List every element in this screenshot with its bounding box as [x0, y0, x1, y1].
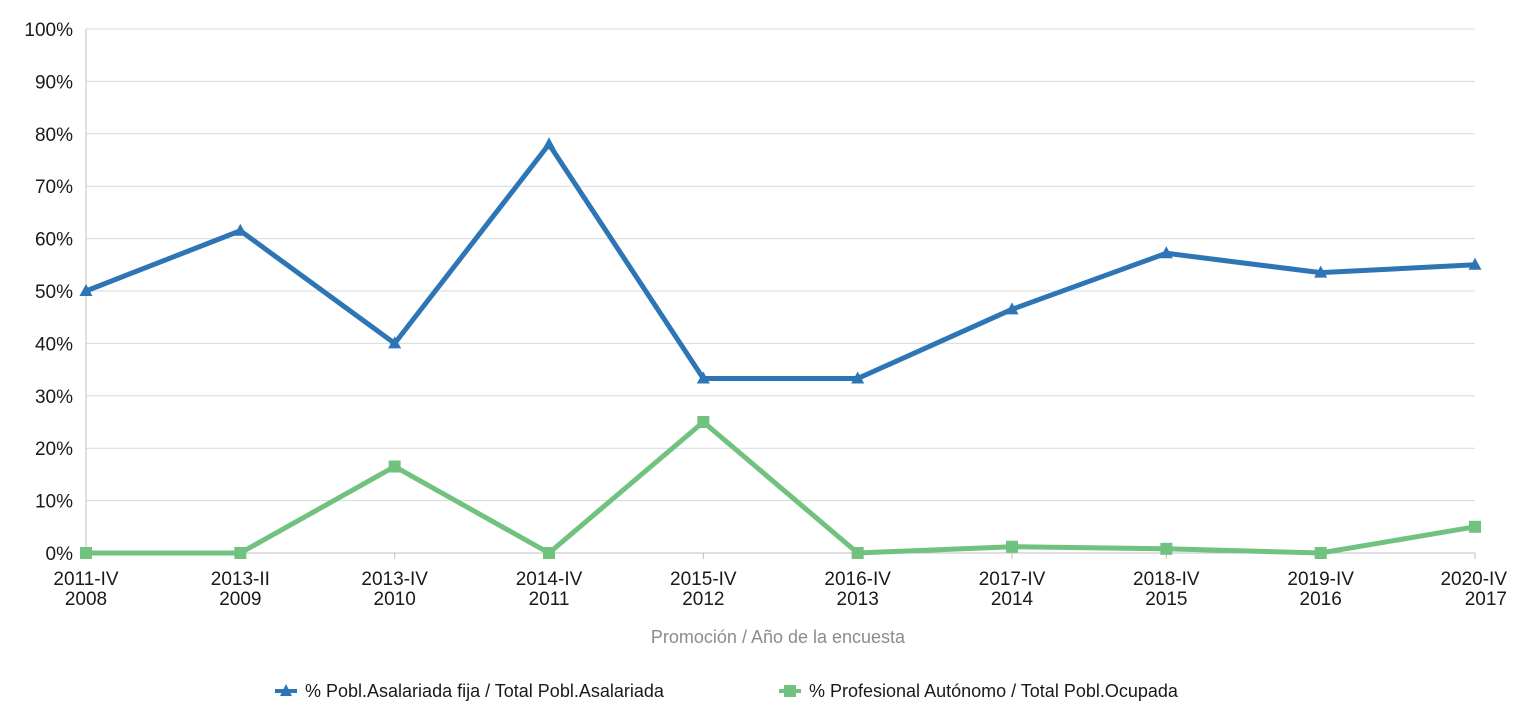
legend: % Pobl.Asalariada fija / Total Pobl.Asal… [275, 681, 1179, 701]
y-tick-label: 60% [35, 230, 73, 251]
x-tick-label: 2011-IV [53, 569, 118, 590]
series-1 [79, 137, 1482, 384]
x-tick-label: 2017-IV [979, 569, 1046, 590]
data-point-square [80, 547, 92, 559]
legend-item-2: % Profesional Autónomo / Total Pobl.Ocup… [779, 681, 1179, 701]
legend-item-1: % Pobl.Asalariada fija / Total Pobl.Asal… [275, 681, 665, 701]
y-tick-label: 50% [35, 282, 73, 303]
axes [85, 29, 1476, 559]
data-point-square [851, 547, 864, 559]
legend-square-icon [784, 685, 796, 697]
x-tick-label: 2013-IV [361, 569, 428, 590]
y-tick-label: 40% [35, 334, 73, 355]
data-point-square [1160, 542, 1173, 555]
y-tick-label: 10% [35, 492, 73, 513]
data-point-triangle [1159, 246, 1173, 259]
y-tick-label: 90% [35, 72, 73, 93]
series-2 [80, 416, 1481, 559]
series [79, 137, 1482, 559]
data-point-triangle [233, 223, 247, 236]
x-tick-label: 2016 [1300, 589, 1342, 610]
series-line [86, 419, 1476, 556]
y-tick-label: 30% [35, 387, 73, 408]
x-tick-label: 2017 [1465, 589, 1507, 610]
data-point-triangle [1314, 265, 1328, 278]
y-tick-label: 0% [46, 544, 74, 565]
data-point-triangle [1005, 302, 1019, 315]
data-point-square [1469, 520, 1481, 533]
data-point-square [1314, 547, 1327, 559]
x-tick-label: 2015 [1145, 589, 1187, 610]
y-tick-label: 100% [24, 20, 73, 41]
data-point-triangle [851, 371, 865, 384]
data-point-triangle [1468, 257, 1482, 270]
y-tick-label: 80% [35, 125, 73, 146]
data-point-triangle [542, 137, 556, 150]
x-tick-label: 2014-IV [516, 569, 583, 590]
data-point-square [697, 416, 710, 428]
data-point-square [1006, 540, 1018, 553]
x-tick-label: 2019-IV [1287, 569, 1354, 590]
x-tick-label: 2009 [219, 589, 261, 610]
data-point-square [234, 547, 247, 559]
y-tick-labels: 0% 10% 20% 30% 40% 50% 60% 70% 80% 90% 100% [24, 20, 73, 565]
x-tick-label: 2018-IV [1133, 569, 1200, 590]
x-tick-label: 2016-IV [824, 569, 891, 590]
y-tick-label: 70% [35, 177, 73, 198]
x-tick-label: 2010 [374, 589, 416, 610]
legend-triangle-icon [280, 684, 292, 696]
x-axis-title: Promoción / Año de la encuesta [651, 627, 906, 647]
x-tick-label: 2008 [65, 589, 107, 610]
legend-label: % Profesional Autónomo / Total Pobl.Ocup… [809, 681, 1179, 701]
data-point-square [388, 460, 401, 473]
x-tick-label: 2014 [991, 589, 1034, 610]
x-tick-label: 2011 [529, 589, 570, 610]
data-point-square [543, 547, 555, 559]
gridlines [86, 28, 1475, 502]
x-tick-label: 2015-IV [670, 569, 737, 590]
x-tick-label: 2013 [837, 589, 879, 610]
legend-label: % Pobl.Asalariada fija / Total Pobl.Asal… [305, 681, 665, 701]
x-tick-label: 2012 [682, 589, 724, 610]
x-tick-label: 2013-II [211, 569, 270, 590]
y-tick-label: 20% [35, 439, 73, 460]
data-point-triangle [696, 371, 710, 384]
series-line [85, 141, 1476, 382]
data-point-triangle [388, 336, 402, 349]
data-point-triangle [79, 284, 93, 296]
x-tick-label: 2020-IV [1440, 569, 1507, 590]
